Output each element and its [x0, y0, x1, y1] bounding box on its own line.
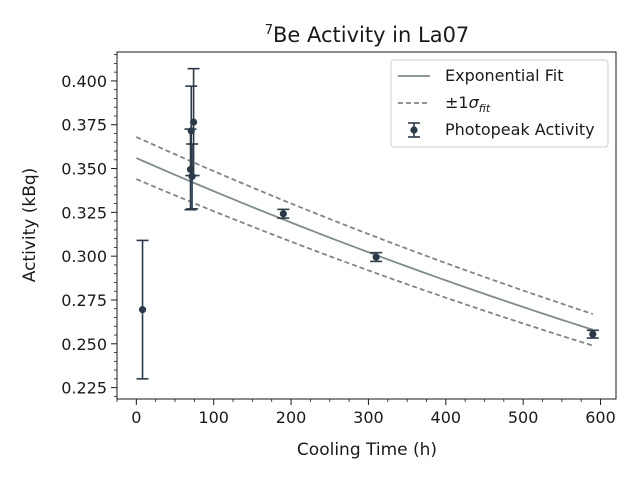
plot-area [135, 67, 599, 380]
x-tick-label: 300 [353, 408, 384, 427]
y-tick-label: 0.300 [61, 247, 107, 266]
legend-box [390, 59, 609, 148]
y-tick-label: 0.400 [61, 72, 107, 91]
point-marker [189, 118, 198, 126]
point-marker [188, 172, 196, 181]
point-marker [279, 210, 287, 218]
x-tick-label: 0 [131, 408, 141, 427]
x-tick-label: 200 [276, 408, 307, 427]
data-point [586, 329, 599, 339]
legend-points-swatch [408, 122, 420, 138]
legend-fit-label: Exponential Fit [445, 66, 563, 85]
y-tick-label: 0.350 [61, 160, 107, 179]
chart-title-superscript: 7 [265, 23, 273, 38]
x-axis: 0 100 200 300 400 500 600 [116, 399, 616, 427]
x-tick-label: 100 [198, 408, 229, 427]
x-axis-label: Cooling Time (h) [297, 440, 437, 460]
legend-band-prefix: ±1 [445, 93, 469, 112]
data-point [136, 239, 149, 380]
data-point [187, 67, 200, 177]
x-tick-label: 500 [508, 408, 539, 427]
legend-points-label: Photopeak Activity [445, 120, 595, 139]
y-axis: 0.225 0.250 0.275 0.300 0.325 0.350 0.375 0.400 [61, 54, 117, 398]
x-tick-label: 600 [585, 408, 616, 427]
point-marker [589, 330, 597, 338]
y-tick-label: 0.325 [61, 203, 107, 222]
data-point [370, 251, 383, 263]
data-point [277, 208, 290, 219]
y-tick-label: 0.275 [61, 291, 107, 310]
x-tick-label: 400 [431, 408, 462, 427]
plot-frame [116, 51, 617, 400]
fit-upper-band [135, 136, 594, 315]
legend-band-subscript: fit [479, 102, 491, 115]
point-marker [138, 306, 147, 314]
legend-band-sigma: σ [469, 93, 480, 112]
chart-title: 7Be Activity in La07 [265, 23, 470, 47]
fit-lower-band [135, 178, 594, 347]
legend: Exponential Fit ±1σfit Photopeak Activit… [390, 59, 609, 148]
y-tick-label: 0.375 [61, 116, 107, 135]
y-tick-label: 0.250 [61, 335, 107, 354]
fit-line [135, 157, 594, 331]
y-tick-label: 0.225 [61, 379, 107, 398]
chart-title-text: Be Activity in La07 [273, 23, 469, 47]
legend-band-label: ±1σfit [445, 93, 491, 115]
data-point [186, 143, 199, 210]
point-marker [372, 253, 380, 261]
y-axis-label: Activity (kBq) [20, 168, 40, 283]
